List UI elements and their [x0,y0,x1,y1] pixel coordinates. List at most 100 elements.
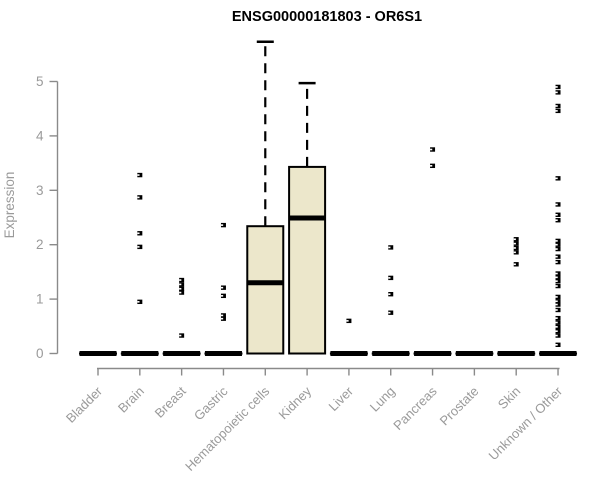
outlier-point [179,282,185,287]
x-tick-label-bladder: Bladder [63,383,106,426]
y-tick-label: 5 [36,74,44,89]
outlier-notch [555,343,558,346]
y-tick-label: 0 [36,346,44,361]
outlier-square [555,90,561,95]
outlier-point [137,172,143,178]
outlier-point [555,218,561,223]
x-tick-label-pancreas: Pancreas [390,383,440,433]
outlier-square [513,250,519,255]
outlier-square [555,324,561,330]
outlier-notch [555,309,558,311]
y-tick-label: 4 [36,128,44,143]
outlier-notch [555,326,558,328]
x-tick-label-gastric: Gastric [191,383,231,423]
y-axis-title: Expression [2,172,17,239]
outlier-point [555,176,561,181]
outlier-square [555,246,561,252]
outlier-square [513,241,519,246]
outlier-point [179,286,185,291]
outlier-notch [555,303,558,306]
outlier-notch [555,91,558,94]
outlier-square [555,259,561,265]
outlier-square [179,286,185,291]
box-gastric [204,222,243,356]
outlier-notch [555,280,558,282]
outlier-point [346,318,352,324]
outlier-notch [555,321,558,324]
box-liver [329,318,368,356]
outlier-point [555,254,561,259]
outlier-point [137,231,143,236]
outlier-square [555,302,561,307]
outlier-notch [220,295,224,297]
outlier-notch [137,301,140,303]
outlier-point [555,108,561,114]
outlier-square [388,292,394,297]
outlier-square [555,254,561,259]
outlier-point [179,290,185,295]
outlier-notch [388,277,391,279]
outlier-notch [137,232,140,235]
outlier-notch [137,196,140,199]
outlier-point [388,275,394,281]
box-hematopoietic-cells [246,40,285,355]
outlier-square [388,245,394,250]
outlier-notch [555,243,558,246]
outlier-square [388,310,394,315]
y-tick-label: 2 [36,237,44,252]
outlier-square [555,299,561,304]
outlier-notch [220,224,224,226]
outlier-point [179,277,185,283]
outlier-point [555,238,561,244]
outlier-point [137,299,143,305]
outlier-square [555,238,561,244]
outlier-square [220,222,226,228]
outlier-square [220,293,226,299]
outlier-point [137,244,143,250]
outlier-square [555,328,561,334]
outlier-point [555,320,561,325]
outlier-point [555,242,561,247]
outlier-notch [555,334,558,337]
outlier-point [555,315,561,321]
outlier-notch [388,311,391,314]
x-tick-label-lung: Lung [367,384,398,415]
outlier-notch [555,248,558,250]
outlier-square [555,333,561,338]
outlier-square [388,275,394,281]
outlier-point [555,103,561,109]
outlier-square [555,176,561,181]
x-tick-label-unknown-other: Unknown / Other [486,383,566,463]
outlier-point [137,195,143,200]
outlier-point [555,202,561,207]
outlier-point [388,292,394,297]
outlier-square [555,275,561,280]
outlier-square [555,342,561,347]
outlier-notch [555,177,558,180]
box-rect [246,225,285,355]
outlier-point [513,241,519,246]
outlier-notch [555,86,558,88]
outlier-point [430,163,436,169]
outlier-notch [179,279,182,281]
outlier-point [513,245,519,251]
outlier-notch [555,255,558,258]
outlier-point [555,299,561,304]
box-unknown-other [539,84,578,356]
x-tick-label-brain: Brain [115,384,147,416]
outlier-notch [555,219,558,222]
x-tick-label-breast: Breast [152,383,189,420]
outlier-point [555,246,561,252]
outlier-square [555,294,561,300]
outlier-point [220,285,226,290]
outlier-square [555,108,561,114]
outlier-point [555,324,561,330]
x-tick-label-kidney: Kidney [276,383,315,422]
outlier-square [430,163,436,169]
outlier-square [137,195,143,200]
outlier-square [179,333,185,338]
outlier-notch [513,247,516,249]
outlier-point [555,302,561,307]
outlier-notch [555,203,558,206]
